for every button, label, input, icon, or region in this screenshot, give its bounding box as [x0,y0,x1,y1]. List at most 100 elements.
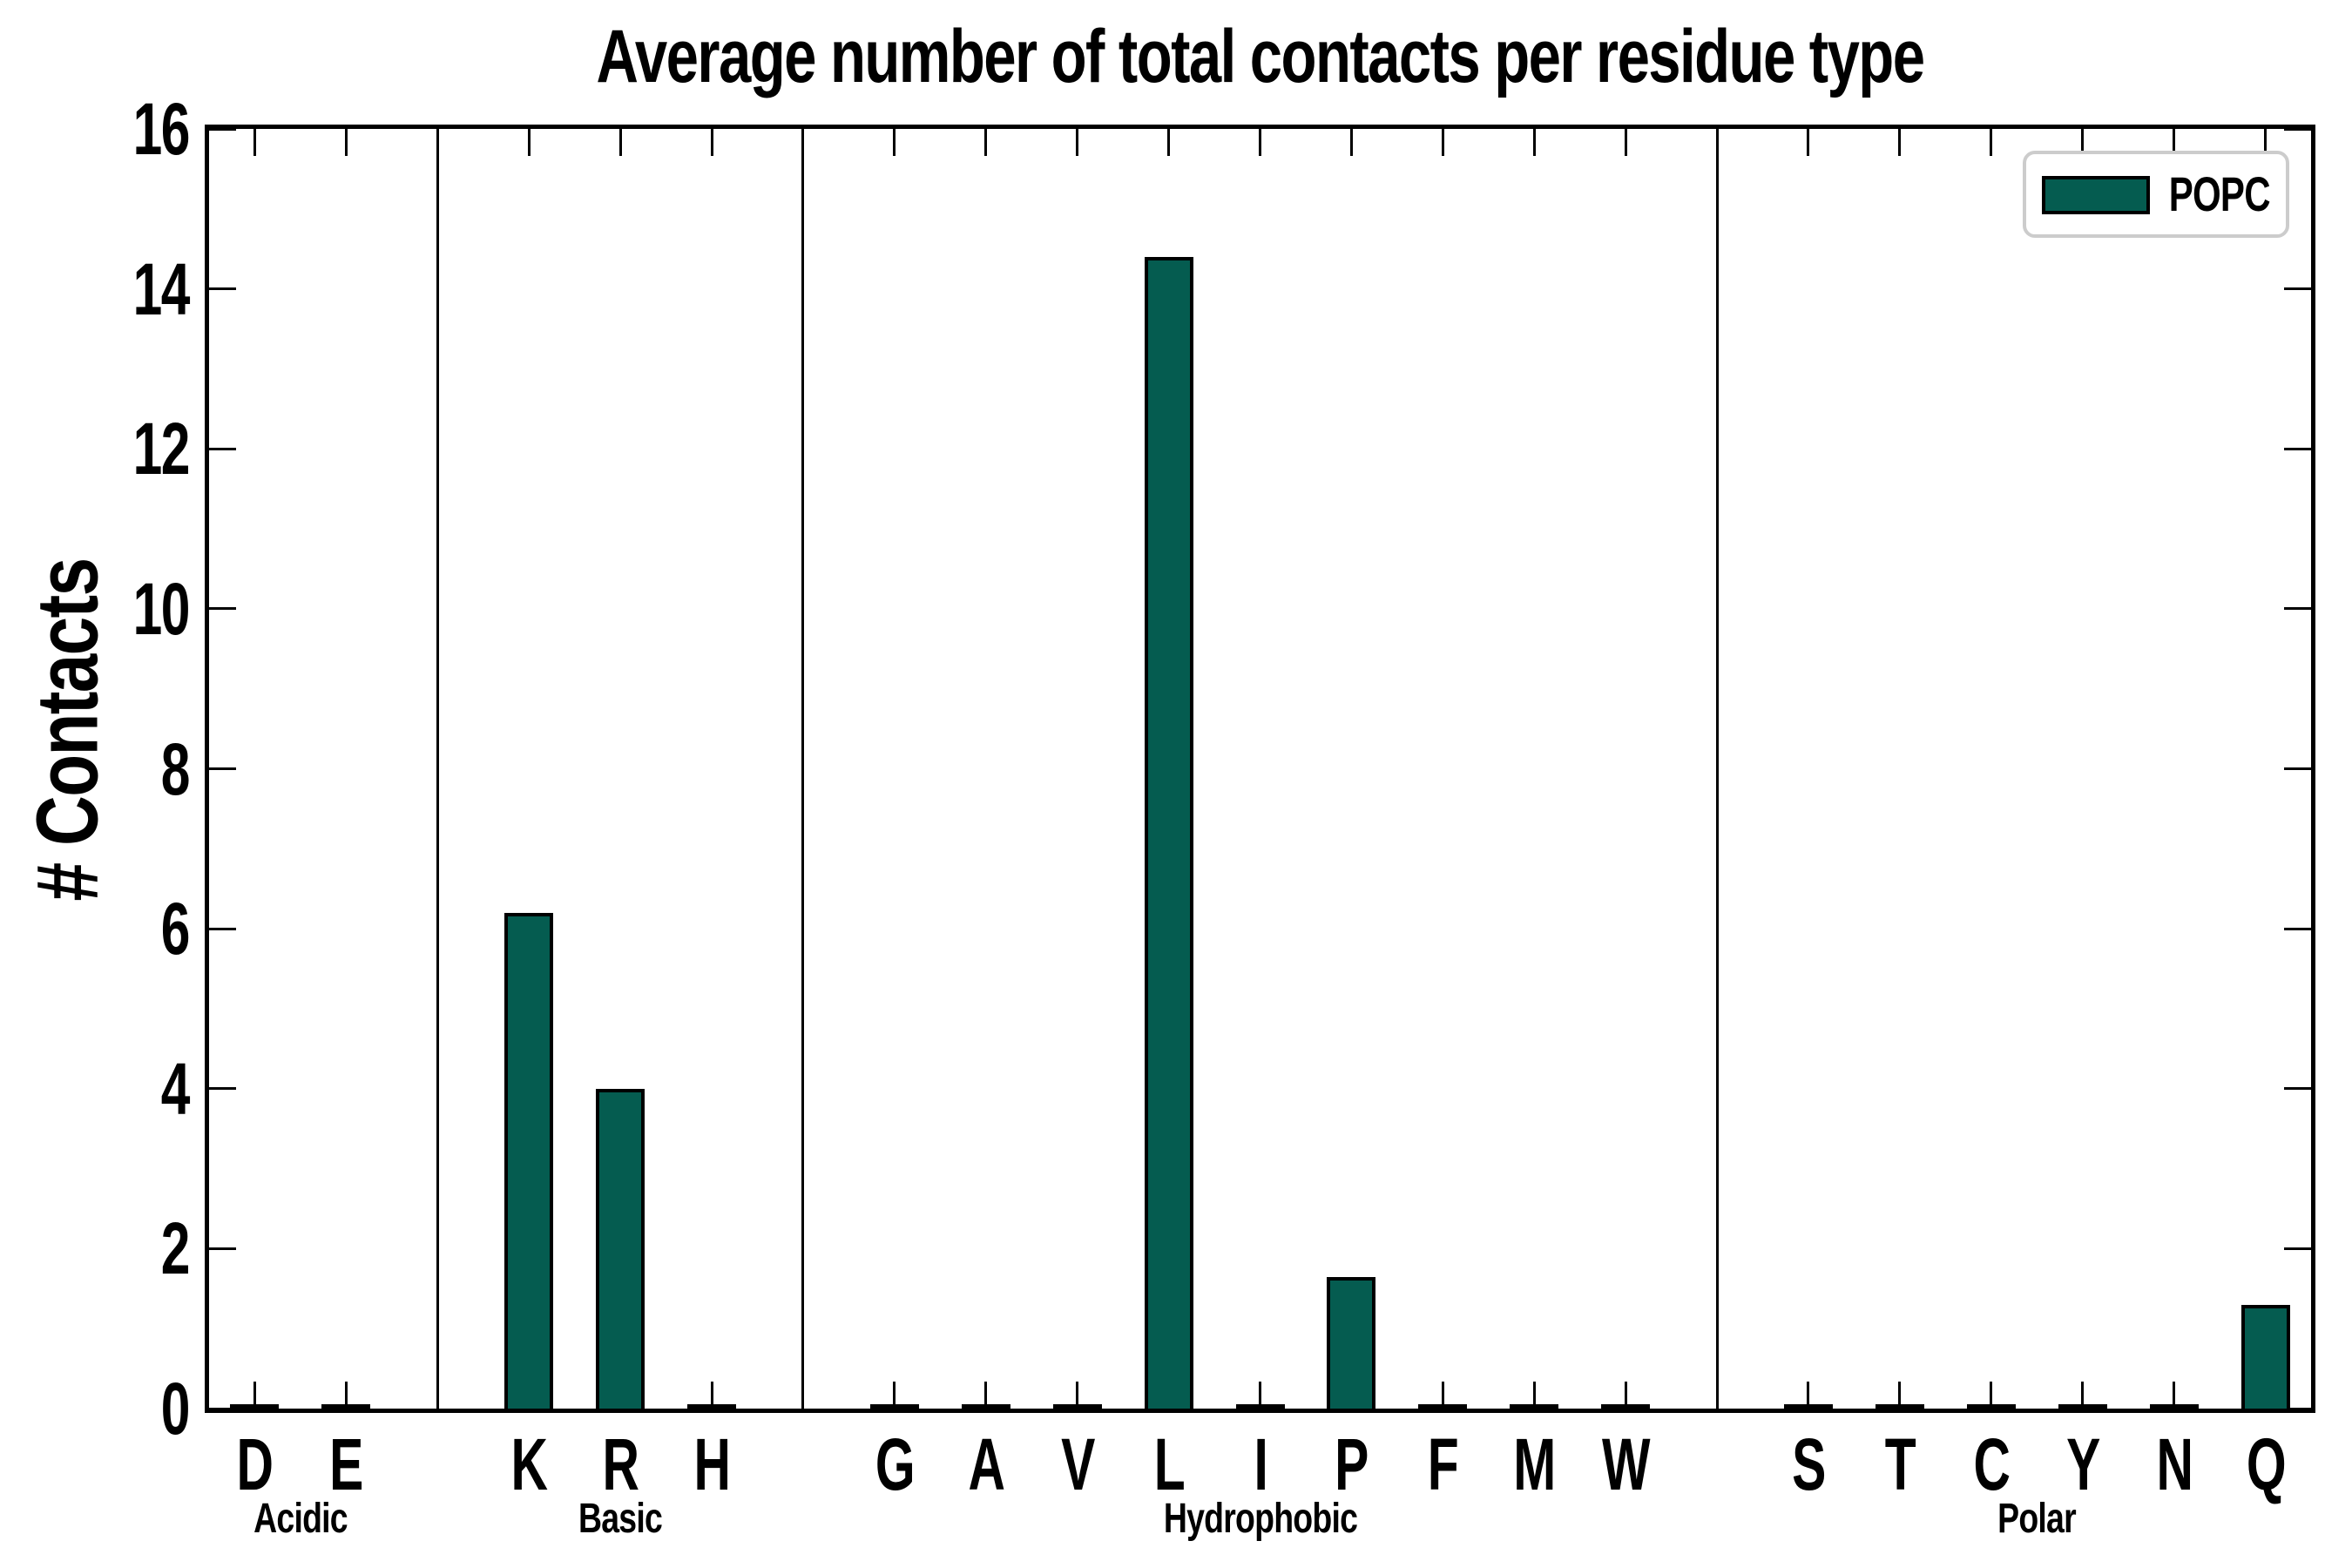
x-axis-tick-top [2081,129,2085,156]
x-axis-tick-bottom [1532,1382,1536,1409]
y-axis-tick-right [2284,1087,2311,1091]
group-divider [801,129,805,1409]
y-axis-tick-right [2284,607,2311,611]
x-axis-tick-top [1349,129,1353,156]
x-tick-label-D: D [236,1423,274,1505]
bar-G [869,1404,919,1409]
x-axis-tick-top [253,129,256,156]
y-axis-tick-left [209,287,236,291]
bar-A [961,1404,1010,1409]
y-tick-label-8: 8 [160,727,191,810]
x-tick-label-Y: Y [2065,1423,2100,1505]
y-axis-tick-right [2284,927,2311,930]
x-axis-tick-bottom [1898,1382,1902,1409]
bar-L [1144,256,1193,1409]
y-axis-tick-right [2284,1407,2311,1410]
x-axis-tick-top [1532,129,1536,156]
group-label-basic: Basic [578,1496,663,1542]
x-tick-label-M: M [1513,1423,1556,1505]
bar-C [1966,1404,2016,1409]
y-axis-tick-left [209,447,236,450]
x-tick-label-G: G [875,1423,916,1505]
x-tick-label-R: R [602,1423,639,1505]
y-tick-label-2: 2 [160,1207,191,1290]
y-tick-label-6: 6 [160,888,191,970]
y-axis-tick-left [209,1087,236,1091]
bar-M [1510,1404,1559,1409]
x-axis-tick-top [1898,129,1902,156]
x-axis-tick-bottom [2081,1382,2085,1409]
x-axis-tick-bottom [1441,1382,1444,1409]
bar-Q [2240,1304,2290,1409]
x-axis-tick-bottom [1076,1382,1079,1409]
legend-color-swatch [2042,176,2150,214]
x-axis-tick-bottom [1990,1382,1993,1409]
x-axis-tick-top [2173,129,2176,156]
group-divider [436,129,439,1409]
x-tick-label-L: L [1153,1423,1185,1505]
y-tick-label-14: 14 [132,247,191,330]
x-axis-tick-bottom [1624,1382,1627,1409]
x-tick-label-P: P [1335,1423,1369,1505]
bar-N [2149,1404,2199,1409]
x-tick-label-H: H [693,1423,730,1505]
y-axis-tick-right [2284,127,2311,131]
bar-K [504,912,554,1409]
bar-E [321,1404,371,1409]
y-axis-tick-left [209,1247,236,1250]
bar-Y [2058,1404,2107,1409]
x-axis-tick-top [893,129,896,156]
x-tick-label-Q: Q [2246,1423,2286,1505]
x-axis-tick-bottom [1259,1382,1261,1409]
plot-area [205,125,2315,1413]
x-axis-tick-top [984,129,988,156]
x-axis-tick-top [618,129,622,156]
x-axis-tick-top [1441,129,1444,156]
bar-P [1327,1276,1376,1409]
bar-I [1235,1404,1285,1409]
x-axis-tick-bottom [2173,1382,2176,1409]
legend: POPC [2023,151,2289,238]
x-axis-tick-bottom [1807,1382,1810,1409]
x-axis-tick-bottom [710,1382,713,1409]
y-tick-label-10: 10 [132,567,191,650]
bar-F [1418,1404,1468,1409]
x-tick-label-I: I [1254,1423,1267,1505]
bar-D [230,1404,280,1409]
x-tick-label-K: K [510,1423,548,1505]
x-axis-tick-top [1624,129,1627,156]
x-axis-tick-top [527,129,531,156]
x-axis-tick-bottom [893,1382,896,1409]
x-axis-tick-bottom [253,1382,256,1409]
x-axis-tick-top [2264,129,2268,156]
x-tick-label-S: S [1792,1423,1826,1505]
y-axis-tick-left [209,927,236,930]
y-axis-tick-right [2284,447,2311,450]
y-axis-tick-right [2284,287,2311,291]
x-axis-tick-top [1990,129,1993,156]
y-axis-tick-right [2284,1247,2311,1250]
group-divider [1715,129,1719,1409]
y-axis-tick-left [209,127,236,131]
bar-T [1875,1404,1924,1409]
y-axis-tick-right [2284,767,2311,770]
bar-R [596,1088,645,1409]
x-axis-tick-top [1167,129,1171,156]
x-tick-label-V: V [1060,1423,1095,1505]
x-axis-tick-bottom [344,1382,348,1409]
group-label-polar: Polar [1997,1496,2077,1542]
y-axis-tick-left [209,607,236,611]
x-tick-label-F: F [1428,1423,1459,1505]
x-axis-tick-top [1807,129,1810,156]
x-axis-tick-bottom [984,1382,988,1409]
x-axis-tick-top [1259,129,1261,156]
bar-S [1783,1404,1833,1409]
y-axis-tick-left [209,1407,236,1410]
group-label-hydrophobic: Hydrophobic [1163,1496,1357,1542]
x-axis-tick-top [1076,129,1079,156]
bar-H [687,1404,737,1409]
y-tick-label-0: 0 [160,1368,191,1450]
x-tick-label-N: N [2156,1423,2193,1505]
y-tick-label-16: 16 [132,88,191,170]
